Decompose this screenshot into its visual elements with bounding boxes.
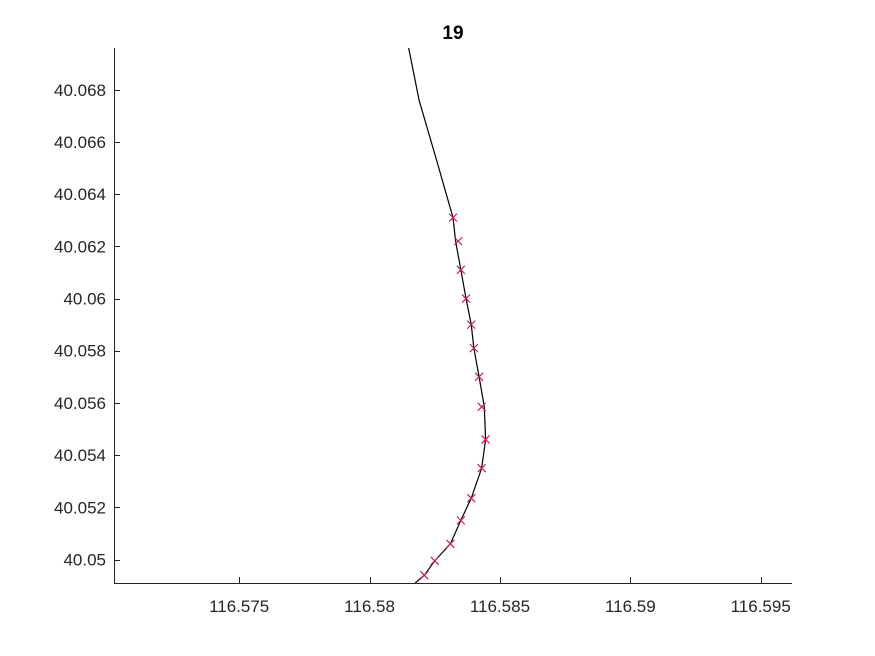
- data-point-marker: [456, 515, 466, 525]
- data-point-marker: [469, 343, 479, 353]
- y-tick-label: 40.058: [54, 342, 106, 361]
- y-tick-label: 40.052: [54, 498, 106, 517]
- x-tick-label: 116.575: [209, 597, 269, 616]
- data-point-marker: [448, 213, 458, 223]
- y-tick-label: 40.06: [63, 290, 106, 309]
- plot-area: [408, 48, 491, 583]
- data-point-marker: [466, 493, 476, 503]
- x-tick-label: 116.595: [731, 597, 791, 616]
- x-tick-label: 116.58: [344, 597, 395, 616]
- y-tick-label: 40.066: [54, 133, 106, 152]
- y-tick-label: 40.056: [54, 394, 106, 413]
- data-point-marker: [430, 556, 440, 566]
- x-tick-label: 116.59: [605, 597, 656, 616]
- data-point-marker: [456, 265, 466, 275]
- data-point-marker: [419, 570, 429, 580]
- chart-title: 19: [442, 23, 463, 44]
- axes: [114, 48, 792, 584]
- data-point-marker: [466, 320, 476, 330]
- data-point-marker: [481, 435, 491, 444]
- trajectory-line: [408, 48, 487, 583]
- data-point-marker: [477, 402, 487, 412]
- y-tick-label: 40.068: [54, 81, 106, 100]
- data-point-marker: [445, 539, 455, 549]
- y-tick-label: 40.064: [54, 185, 106, 204]
- data-point-marker: [461, 294, 471, 303]
- y-tick-label: 40.054: [54, 446, 106, 465]
- data-point-marker: [477, 463, 487, 473]
- y-ticks: 40.05 40.052 40.054 40.056 40.058 40.06 40.062…: [54, 81, 120, 570]
- x-ticks: 116.575 116.58 116.585 116.59 116.595: [209, 577, 791, 616]
- y-tick-label: 40.05: [63, 551, 106, 570]
- y-tick-label: 40.062: [54, 237, 106, 256]
- data-point-marker: [474, 372, 484, 382]
- data-point-marker: [453, 236, 463, 246]
- x-tick-label: 116.585: [470, 597, 530, 616]
